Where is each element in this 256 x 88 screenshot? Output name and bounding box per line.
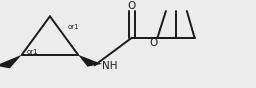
Text: or1: or1 bbox=[68, 24, 79, 30]
Text: NH: NH bbox=[102, 61, 118, 71]
Text: O: O bbox=[127, 1, 135, 11]
Text: O: O bbox=[150, 38, 158, 48]
Text: or1: or1 bbox=[27, 49, 38, 55]
Polygon shape bbox=[0, 55, 22, 68]
Polygon shape bbox=[78, 55, 102, 67]
